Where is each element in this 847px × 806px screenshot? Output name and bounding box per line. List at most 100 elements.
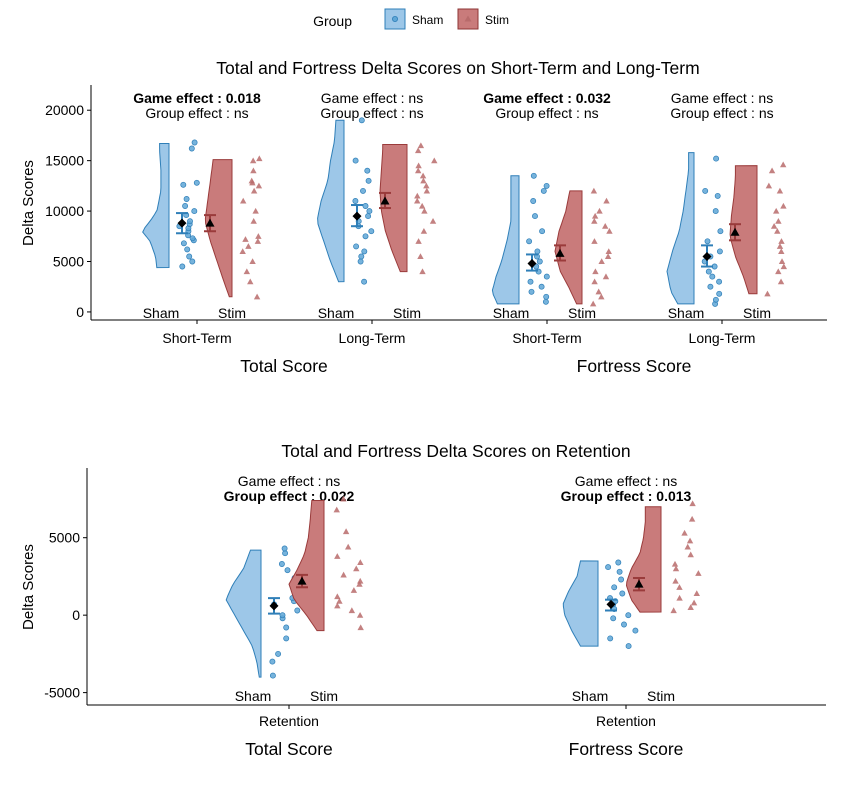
y-tick-label: 5000	[49, 530, 80, 546]
y-axis-label: Delta Scores	[20, 160, 37, 246]
stim-data-point	[776, 187, 784, 194]
sham-data-point	[707, 283, 714, 290]
stim-data-point	[250, 187, 258, 194]
stim-data-point	[772, 207, 780, 214]
y-tick-label: 5000	[53, 254, 84, 270]
stim-data-point	[417, 253, 424, 260]
legend-title: Group	[313, 13, 352, 29]
sham-data-point	[542, 298, 549, 305]
stim-mean-marker	[555, 248, 565, 257]
stim-data-point	[418, 202, 426, 209]
sham-data-point	[717, 228, 724, 235]
stim-data-point	[670, 607, 677, 614]
annotation-label: Group effect : ns	[145, 105, 248, 121]
sham-data-point	[540, 187, 547, 194]
sham-data-point	[189, 258, 196, 265]
sham-data-point	[618, 576, 625, 583]
sham-data-point	[625, 643, 632, 650]
annotation-label: Group effect : ns	[670, 105, 773, 121]
y-tick-label: 20000	[45, 102, 84, 118]
sham-data-point	[714, 192, 721, 199]
sham-data-point	[275, 650, 282, 657]
y-tick-label: -5000	[44, 685, 80, 701]
sham-data-point	[705, 268, 712, 275]
stim-data-point	[778, 238, 785, 244]
sham-violin	[666, 152, 695, 305]
sham-data-point	[188, 145, 195, 152]
sham-data-point	[352, 157, 359, 164]
sham-data-point	[193, 179, 200, 186]
sham-data-point	[365, 213, 372, 220]
sham-mean-marker	[269, 601, 279, 611]
facet-label: Fortress Score	[577, 356, 692, 376]
stim-data-point	[414, 167, 422, 174]
stim-data-point	[255, 182, 263, 189]
annotation-label: Game effect : ns	[321, 90, 423, 106]
stim-data-point	[591, 217, 598, 224]
x-tick-label: Long-Term	[689, 330, 756, 346]
x-tick-label: Retention	[596, 713, 656, 729]
stim-mean-marker	[730, 227, 740, 236]
stim-data-point	[688, 515, 696, 522]
stim-data-point	[591, 238, 598, 244]
stim-mean-marker	[380, 196, 390, 205]
sham-mean-marker	[702, 251, 712, 261]
sham-data-point	[281, 545, 288, 552]
stim-data-point	[344, 543, 352, 550]
sham-data-point	[615, 559, 622, 566]
stim-data-point	[334, 602, 341, 609]
group-label-sham: Sham	[318, 305, 355, 321]
stim-data-point	[420, 228, 428, 234]
stim-violin	[554, 190, 583, 305]
chart-retention: Total and Fortress Delta Scores on Reten…	[20, 441, 826, 759]
sham-violin	[491, 175, 520, 305]
sham-mean-marker	[352, 211, 362, 221]
y-tick-label: 15000	[45, 153, 84, 169]
legend-key-sham-circle-icon	[391, 15, 398, 22]
stim-data-point	[250, 217, 257, 224]
legend-label-sham: Sham	[412, 13, 443, 27]
y-tick-label: 10000	[45, 203, 84, 219]
group-label-stim: Stim	[743, 305, 771, 321]
stim-data-point	[420, 177, 427, 184]
sham-data-point	[186, 253, 193, 260]
stim-data-point	[764, 290, 771, 297]
stim-data-point	[249, 258, 256, 265]
stim-mean-marker	[205, 218, 215, 227]
sham-data-point	[269, 658, 276, 665]
sham-data-point	[361, 278, 368, 285]
stim-data-point	[252, 207, 259, 214]
sham-violin	[225, 549, 262, 678]
annotation-label: Group effect : 0.013	[561, 488, 692, 504]
sham-data-point	[632, 627, 639, 634]
annotation-label: Game effect : ns	[238, 473, 340, 489]
stim-data-point	[340, 571, 347, 578]
stim-data-point	[676, 594, 683, 601]
sham-data-point	[536, 258, 543, 265]
stim-data-point	[242, 236, 249, 242]
annotation-label: Group effect : ns	[495, 105, 598, 121]
annotation-label: Game effect : 0.032	[483, 90, 611, 106]
sham-data-point	[279, 612, 286, 619]
stim-data-point	[357, 577, 364, 584]
stim-data-point	[357, 624, 364, 631]
legend-key-stim-triangle-icon	[464, 15, 472, 22]
stim-violin	[625, 506, 662, 613]
stim-data-point	[431, 157, 438, 164]
stim-data-point	[768, 167, 776, 174]
stim-violin	[288, 499, 325, 632]
sham-data-point	[543, 182, 550, 189]
stim-data-point	[687, 604, 694, 610]
sham-data-point	[191, 208, 198, 215]
sham-data-point	[605, 564, 612, 571]
stim-data-point	[248, 177, 255, 184]
stim-data-point	[356, 580, 363, 587]
stim-data-point	[602, 273, 610, 280]
stim-data-point	[589, 300, 597, 307]
x-tick-label: Short-Term	[162, 330, 231, 346]
sham-data-point	[283, 624, 290, 631]
annotation-label: Group effect : 0.022	[224, 488, 355, 504]
sham-data-point	[539, 228, 546, 235]
